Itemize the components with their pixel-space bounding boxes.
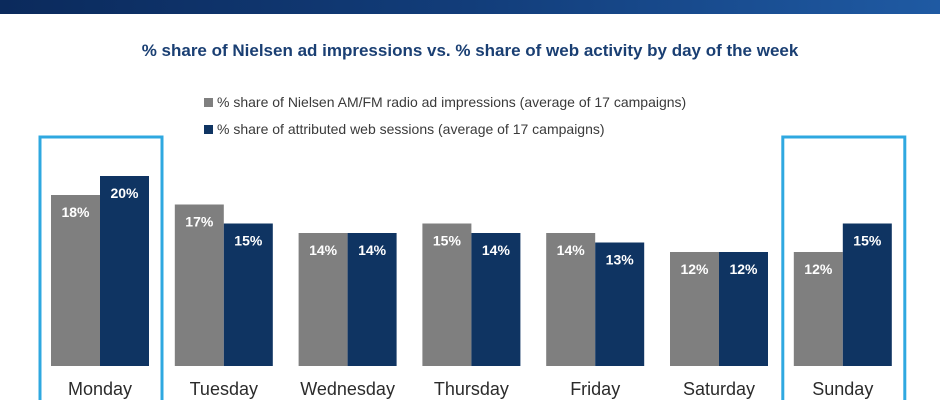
bar-web-thursday: [471, 233, 521, 366]
bar-nielsen-sunday: [793, 252, 843, 366]
header-band: [0, 0, 940, 14]
bar-nielsen-monday: [51, 195, 100, 366]
bar-web-tuesday: [223, 223, 273, 366]
chart-title: % share of Nielsen ad impressions vs. % …: [141, 41, 799, 60]
legend-label-web: % share of attributed web sessions (aver…: [217, 121, 605, 137]
data-label-nielsen-saturday: 12%: [680, 261, 709, 277]
category-label-friday: Friday: [570, 379, 620, 399]
highlight-box-monday: [38, 135, 164, 400]
bar-nielsen-saturday: [670, 252, 719, 366]
bar-web-saturday: [719, 252, 768, 366]
data-label-nielsen-friday: 14%: [557, 242, 586, 258]
category-label-wednesday: Wednesday: [300, 379, 395, 399]
bar-web-friday: [595, 242, 645, 366]
data-label-nielsen-wednesday: 14%: [309, 242, 338, 258]
bar-nielsen-wednesday: [298, 233, 348, 366]
bar-nielsen-tuesday: [174, 204, 224, 366]
data-label-web-saturday: 12%: [729, 261, 758, 277]
highlight-box-sunday: [781, 135, 907, 400]
legend-label-nielsen: % share of Nielsen AM/FM radio ad impres…: [217, 94, 687, 110]
category-label-monday: Monday: [68, 379, 132, 399]
data-label-web-sunday: 15%: [853, 233, 882, 249]
category-label-saturday: Saturday: [683, 379, 755, 399]
legend-swatch-web: [204, 124, 213, 134]
bar-web-monday: [100, 176, 149, 366]
category-label-tuesday: Tuesday: [190, 379, 258, 399]
bar-web-wednesday: [347, 233, 397, 366]
data-label-nielsen-sunday: 12%: [804, 261, 833, 277]
legend-swatch-nielsen: [204, 97, 213, 107]
legend-item-web: % share of attributed web sessions (aver…: [204, 120, 605, 138]
data-label-web-monday: 20%: [110, 185, 139, 201]
category-label-sunday: Sunday: [812, 379, 873, 399]
data-label-web-friday: 13%: [606, 252, 635, 268]
bar-web-sunday: [842, 223, 892, 366]
data-label-web-thursday: 14%: [482, 242, 511, 258]
data-label-web-tuesday: 15%: [234, 233, 263, 249]
data-label-nielsen-monday: 18%: [61, 204, 90, 220]
category-label-thursday: Thursday: [434, 379, 509, 399]
data-label-nielsen-thursday: 15%: [433, 233, 462, 249]
bar-nielsen-thursday: [422, 223, 472, 366]
data-label-nielsen-tuesday: 17%: [185, 214, 214, 230]
bar-nielsen-friday: [546, 233, 596, 366]
legend-item-nielsen: % share of Nielsen AM/FM radio ad impres…: [204, 93, 686, 111]
data-label-web-wednesday: 14%: [358, 242, 387, 258]
